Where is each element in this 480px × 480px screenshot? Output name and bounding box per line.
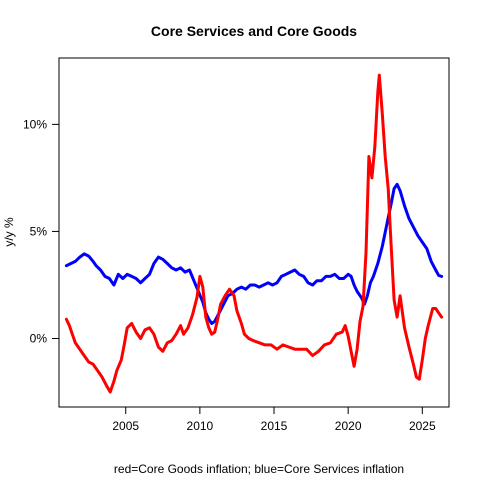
x-axis-caption: red=Core Goods inflation; blue=Core Serv… (114, 462, 404, 476)
series-line-1 (64, 182, 444, 325)
y-tick-label: 5% (30, 224, 48, 238)
x-tick-label: 2010 (187, 419, 214, 433)
x-tick-label: 2005 (112, 419, 139, 433)
y-axis-label: y/y % (2, 217, 16, 247)
chart-title: Core Services and Core Goods (151, 23, 357, 39)
y-axis: 0% 5% 10% (23, 117, 59, 345)
x-tick-label: 2020 (335, 419, 362, 433)
plot-frame (58, 57, 450, 408)
y-tick-label: 0% (30, 331, 48, 345)
x-tick-label: 2015 (261, 419, 288, 433)
x-tick-label: 2025 (409, 419, 436, 433)
series-layer (64, 73, 444, 394)
x-axis: 2005 2010 2015 2020 2025 (112, 407, 436, 433)
series-line-2 (64, 73, 444, 394)
y-tick-label: 10% (23, 117, 47, 131)
